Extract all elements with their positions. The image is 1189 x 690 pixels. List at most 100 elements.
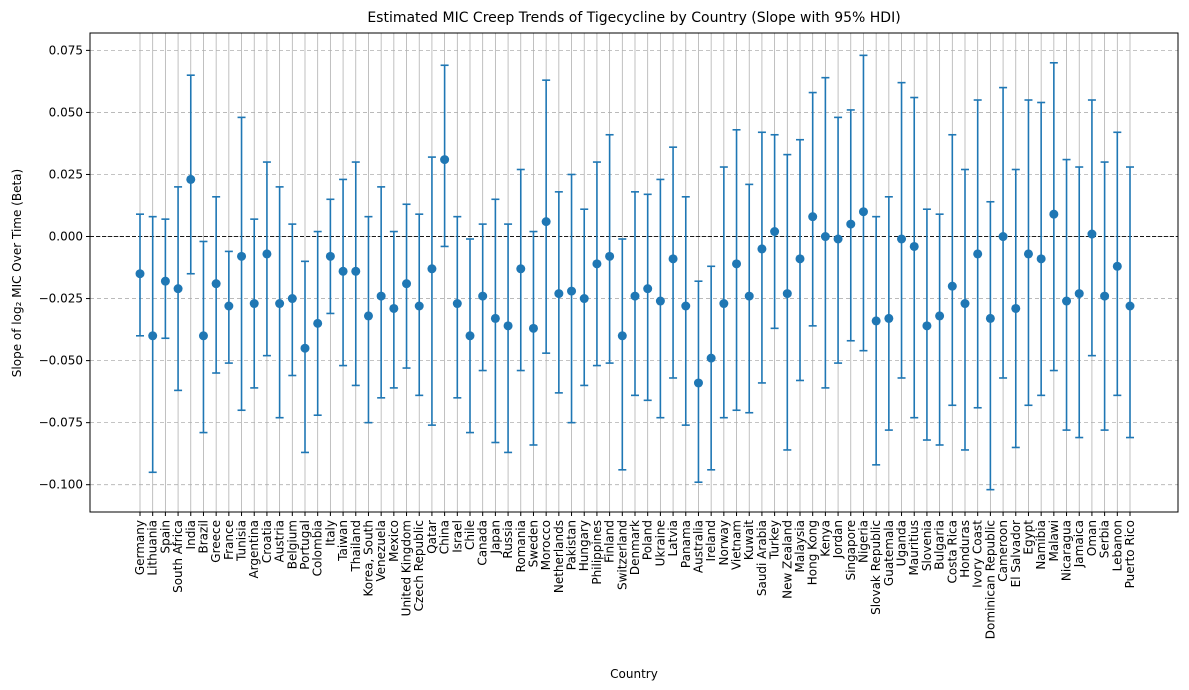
data-point-group bbox=[693, 280, 703, 484]
series-layer bbox=[135, 54, 1135, 491]
data-point bbox=[554, 289, 564, 299]
data-point bbox=[567, 286, 577, 296]
data-point bbox=[237, 251, 247, 261]
x-tick-label: Singapore bbox=[844, 520, 858, 581]
x-tick-label: Thailand bbox=[349, 520, 363, 573]
data-point bbox=[1049, 209, 1059, 219]
data-point bbox=[160, 276, 170, 286]
data-point-group bbox=[465, 238, 475, 434]
y-tick-label: 0.050 bbox=[49, 105, 83, 119]
data-point bbox=[655, 296, 665, 306]
data-point bbox=[1112, 261, 1122, 271]
x-tick-label: Portugal bbox=[298, 520, 312, 570]
data-point-group bbox=[160, 218, 170, 340]
data-point-group bbox=[528, 230, 538, 446]
x-tick-label: Austria bbox=[273, 520, 287, 562]
x-tick-label: Malawi bbox=[1047, 520, 1061, 562]
data-point-group bbox=[567, 173, 577, 424]
data-point bbox=[706, 353, 716, 363]
x-tick-label: Malaysia bbox=[793, 520, 807, 572]
data-point-group bbox=[846, 109, 856, 342]
data-point-group bbox=[947, 133, 957, 407]
data-point bbox=[744, 291, 754, 301]
x-tick-label: Croatia bbox=[260, 520, 274, 563]
x-tick-label: Germany bbox=[133, 520, 147, 575]
x-tick-label: China bbox=[438, 520, 452, 554]
data-point bbox=[985, 313, 995, 323]
data-point-group bbox=[173, 186, 183, 392]
data-point-group bbox=[1087, 99, 1097, 357]
x-tick-label: Spain bbox=[158, 520, 172, 554]
x-tick-label: Oman bbox=[1085, 520, 1099, 556]
x-tick-label: Japan bbox=[488, 520, 502, 554]
data-point-group bbox=[770, 133, 780, 330]
data-point bbox=[605, 251, 615, 261]
data-point-group bbox=[668, 146, 678, 379]
data-point bbox=[516, 264, 526, 274]
data-point bbox=[414, 301, 424, 311]
x-tick-label: Belgium bbox=[285, 520, 299, 569]
data-point bbox=[338, 266, 348, 276]
data-point-group bbox=[617, 238, 627, 471]
data-point-group bbox=[681, 196, 691, 426]
data-point-group bbox=[198, 240, 208, 434]
x-tick-label: Saudi Arabia bbox=[755, 520, 769, 596]
data-point-group bbox=[402, 203, 412, 369]
x-tick-label: Czech Republic bbox=[412, 520, 426, 611]
x-tick-label: Morocco bbox=[539, 520, 553, 570]
data-point-group bbox=[1036, 101, 1046, 397]
data-point bbox=[1087, 229, 1097, 239]
data-point bbox=[135, 269, 145, 279]
x-tick-label: Greece bbox=[209, 520, 223, 563]
x-tick-label: Serbia bbox=[1098, 520, 1112, 558]
x-tick-label: Latvia bbox=[666, 520, 680, 557]
x-tick-label: Nigeria bbox=[856, 520, 870, 563]
data-point bbox=[402, 279, 412, 289]
data-point-group bbox=[719, 166, 729, 419]
x-tick-label: United Kingdom bbox=[400, 520, 414, 616]
data-point-group bbox=[909, 96, 919, 419]
data-point bbox=[757, 244, 767, 254]
data-point-group bbox=[376, 186, 386, 399]
y-tick-label: −0.100 bbox=[39, 478, 83, 492]
data-point-group bbox=[630, 191, 640, 397]
data-point-group bbox=[186, 74, 196, 275]
data-point-group bbox=[605, 133, 615, 364]
x-tick-label: Hungary bbox=[577, 520, 591, 571]
data-point-group bbox=[440, 64, 450, 248]
data-point-group bbox=[313, 230, 323, 417]
data-point bbox=[630, 291, 640, 301]
x-tick-label: Kenya bbox=[818, 520, 832, 557]
data-point-group bbox=[338, 178, 348, 367]
data-point-group bbox=[643, 193, 653, 402]
data-point bbox=[732, 259, 742, 269]
x-tick-label: Namibia bbox=[1034, 520, 1048, 570]
data-point bbox=[846, 219, 856, 229]
data-point bbox=[681, 301, 691, 311]
data-point bbox=[820, 232, 830, 242]
data-point bbox=[465, 331, 475, 341]
x-tick-label: Puerto Rico bbox=[1123, 520, 1137, 588]
data-point-group bbox=[579, 208, 589, 387]
data-point-group bbox=[516, 168, 526, 372]
x-tick-label: Brazil bbox=[196, 520, 210, 554]
data-point-group bbox=[1023, 99, 1033, 407]
x-tick-label: Pakistan bbox=[565, 520, 579, 570]
data-point-group bbox=[351, 161, 361, 387]
data-point-group bbox=[1062, 158, 1072, 431]
data-point bbox=[935, 311, 945, 321]
data-point bbox=[1125, 301, 1135, 311]
data-point bbox=[376, 291, 386, 301]
data-point-group bbox=[275, 186, 285, 419]
x-tick-label: Slovenia bbox=[920, 520, 934, 571]
x-tick-label: Slovak Republic bbox=[869, 520, 883, 615]
data-point bbox=[960, 299, 970, 309]
x-tick-label: South Africa bbox=[171, 520, 185, 593]
data-point bbox=[922, 321, 932, 331]
x-tick-label: Tunisia bbox=[235, 520, 249, 562]
x-tick-label: Israel bbox=[450, 520, 464, 553]
data-point-group bbox=[985, 200, 995, 491]
data-point bbox=[351, 266, 361, 276]
